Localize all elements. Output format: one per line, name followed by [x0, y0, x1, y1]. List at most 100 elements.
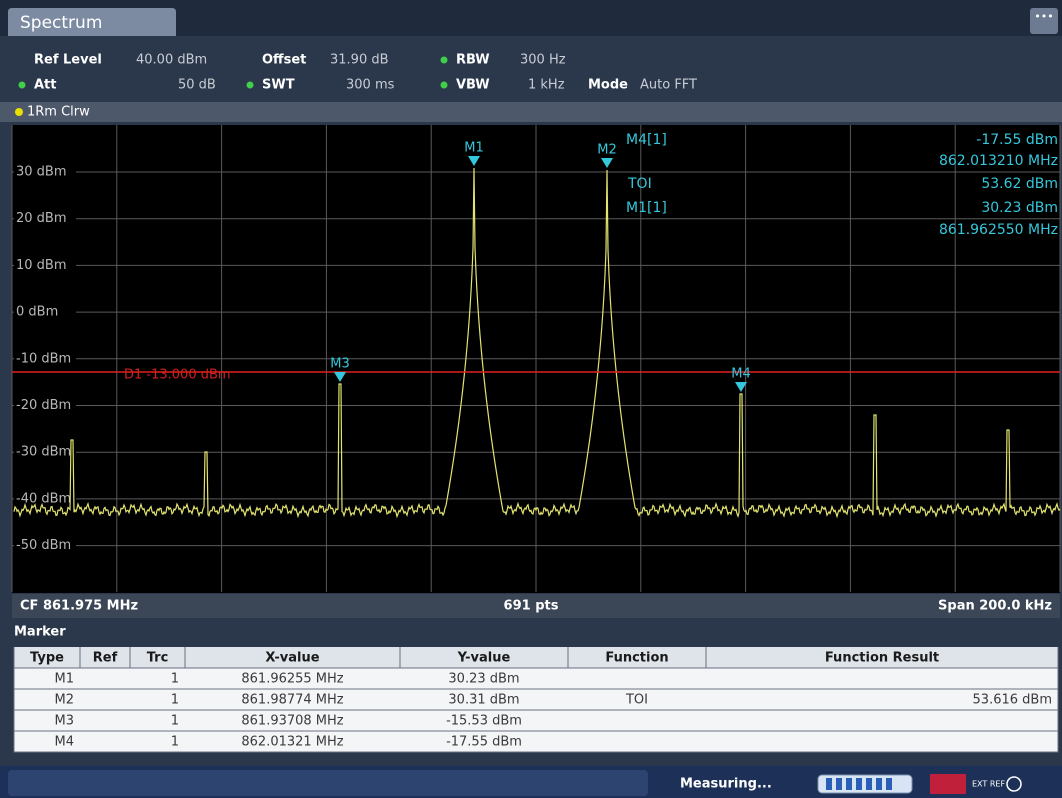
setting-label: Mode: [588, 78, 628, 93]
marker-info: M1[1]: [626, 200, 667, 216]
table-cell: 30.31 dBm: [448, 693, 519, 708]
table-cell: M2: [55, 693, 75, 708]
center-frequency: CF 861.975 MHz: [20, 599, 138, 614]
points: 691 pts: [504, 599, 559, 614]
table-cell: 1: [171, 735, 179, 750]
table-cell: 53.616 dBm: [973, 693, 1052, 708]
marker-info: M4[1]: [626, 132, 667, 148]
display-line-label: D1 -13.000 dBm: [124, 368, 231, 383]
status-icon: [930, 774, 966, 794]
setting-value: 31.90 dB: [330, 53, 389, 68]
y-axis-label: -20 dBm: [16, 398, 71, 413]
label-background: [14, 257, 76, 274]
setting-value: 40.00 dBm: [136, 53, 207, 68]
y-axis-label: -50 dBm: [16, 538, 71, 553]
table-cell: 30.23 dBm: [448, 672, 519, 687]
setting-label: Ref Level: [34, 53, 102, 68]
table-row: [13, 730, 1059, 753]
table-cell: 861.98774 MHz: [241, 693, 343, 708]
marker-triangle: [468, 156, 480, 166]
marker-info: 30.23 dBm: [981, 200, 1058, 216]
marker-triangle: [735, 382, 747, 392]
marker-triangle: [601, 158, 613, 168]
trace-dot: [15, 108, 23, 116]
span: Span 200.0 kHz: [938, 599, 1052, 614]
column-header: X-value: [265, 651, 319, 666]
y-axis-label: -30 dBm: [16, 445, 71, 460]
table-cell: -17.55 dBm: [446, 735, 522, 750]
status-dot: [246, 81, 254, 89]
y-axis-label: 20 dBm: [16, 211, 67, 226]
setting-label: SWT: [262, 78, 295, 93]
label-background: [14, 164, 76, 180]
table-cell: 1: [171, 714, 179, 729]
y-axis-label: 0 dBm: [16, 305, 58, 320]
table-cell: 1: [171, 672, 179, 687]
setting-value: 50 dB: [178, 78, 216, 93]
label-background: [14, 490, 76, 507]
marker-triangle: [334, 372, 346, 382]
marker-info: 862.013210 MHz: [939, 153, 1058, 169]
status-field: [8, 770, 648, 796]
marker-info: 861.962550 MHz: [939, 222, 1058, 238]
y-axis-label: -40 dBm: [16, 491, 71, 506]
column-header: Ref: [93, 651, 118, 666]
plot: 30 dBm 20 dBm 10 dBm 0 dBm -10 dBm -20 dBm -30…: [11, 125, 1061, 592]
label-background: [14, 210, 76, 227]
label-background: [14, 304, 76, 321]
marker-label: M1: [464, 141, 484, 156]
setting-label: Offset: [262, 53, 306, 68]
table-cell: 861.96255 MHz: [241, 672, 343, 687]
menu-dots: •••: [1034, 10, 1053, 23]
table-cell: M4: [55, 735, 75, 750]
trace-label-bar: [0, 102, 1062, 122]
label-background: [14, 444, 76, 461]
trace: [13, 167, 1061, 519]
trace-label: 1Rm Clrw: [27, 105, 90, 120]
status-dot: [440, 56, 448, 64]
table-cell: M1: [55, 672, 75, 687]
label-background: [14, 350, 76, 367]
status-text: Measuring...: [680, 777, 772, 792]
setting-label: RBW: [456, 53, 490, 68]
column-header: Y-value: [457, 651, 511, 666]
column-header: Function: [605, 651, 668, 666]
table-cell: 1: [171, 693, 179, 708]
marker-label: M2: [597, 143, 617, 158]
setting-label: VBW: [456, 78, 490, 93]
y-axis-label: 30 dBm: [16, 165, 67, 180]
y-axis-label: 10 dBm: [16, 258, 67, 273]
menu-button[interactable]: [1030, 8, 1058, 34]
table-cell: M3: [55, 714, 75, 729]
tab-title: Spectrum: [20, 13, 102, 33]
marker-info: TOI: [627, 176, 652, 192]
table-cell: -15.53 dBm: [446, 714, 522, 729]
setting-value: Auto FFT: [640, 78, 697, 93]
label-background: [14, 537, 76, 554]
table-cell: 861.93708 MHz: [241, 714, 343, 729]
marker-label: M3: [330, 357, 350, 372]
column-header: Type: [30, 651, 64, 666]
setting-value: 300 Hz: [520, 53, 566, 68]
status-dot: [18, 81, 26, 89]
label-background: [14, 397, 76, 414]
table-header-background: [14, 647, 1058, 668]
marker-info: 53.62 dBm: [981, 176, 1058, 192]
marker-table: Type Ref Trc X-value Y-value Function Function…: [13, 647, 1059, 753]
tab-bar: [0, 0, 1062, 36]
ext-ref-icon: EXT REF: [972, 780, 1005, 789]
table-cell: 862.01321 MHz: [241, 735, 343, 750]
ext-ref-symbol: [1006, 776, 1022, 792]
progress-bar: [817, 774, 913, 794]
spectrum-tab[interactable]: [8, 8, 176, 36]
setting-value: 300 ms: [346, 78, 395, 93]
table-cell: TOI: [625, 693, 648, 708]
column-header: Function Result: [825, 651, 939, 666]
marker-table-title: Marker: [14, 625, 66, 640]
column-header: Trc: [147, 651, 169, 666]
setting-label: Att: [34, 78, 57, 93]
status-dot: [440, 81, 448, 89]
plot-footer: [12, 594, 1060, 618]
setting-value: 1 kHz: [528, 78, 565, 93]
